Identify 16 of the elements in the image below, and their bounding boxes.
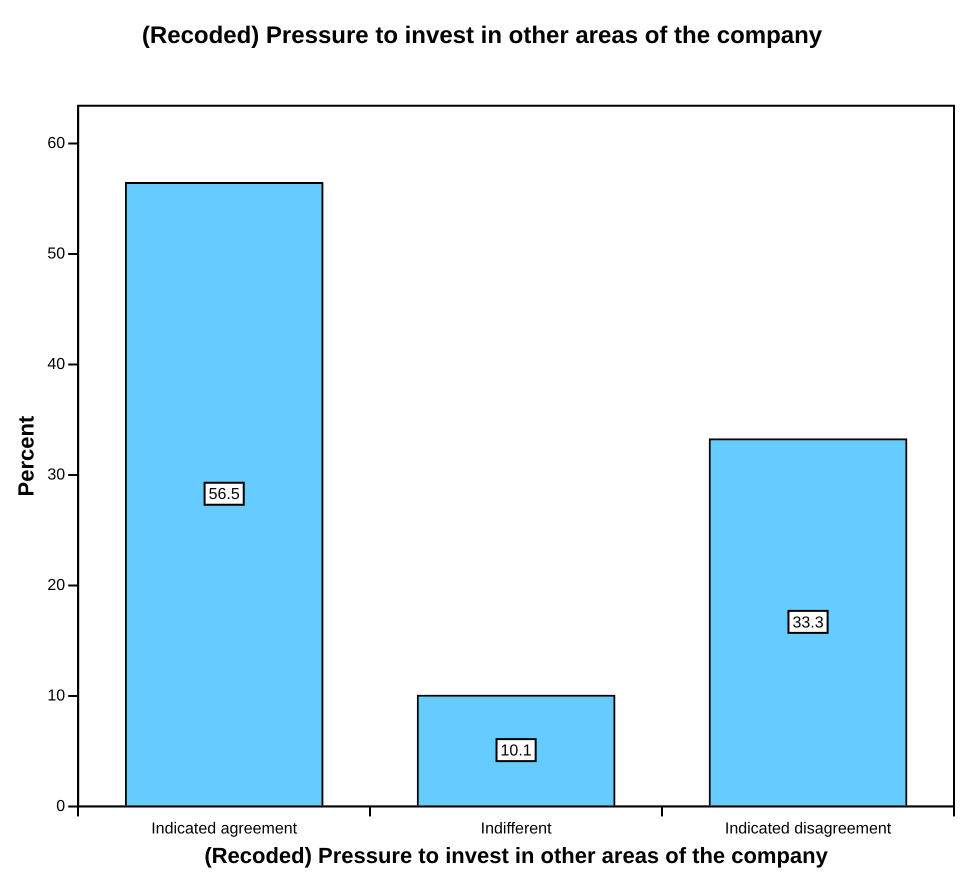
data-label: 33.3 (792, 614, 824, 632)
data-label: 56.5 (208, 486, 240, 504)
y-tick-label: 20 (47, 576, 66, 594)
data-label: 10.1 (500, 742, 532, 760)
y-tick-label: 40 (47, 356, 66, 373)
x-tick-label: Indifferent (480, 820, 552, 838)
x-axis-title: (Recoded) Pressure to invest in other areas of the company (204, 842, 829, 868)
y-tick-label: 10 (47, 687, 66, 704)
x-tick-label: Indicated disagreement (724, 820, 892, 838)
x-tick-label: Indicated agreement (151, 820, 298, 838)
y-tick-label: 0 (56, 798, 66, 815)
y-tick-label: 60 (47, 134, 66, 152)
y-axis-title: Percent (13, 415, 38, 496)
chart-title: (Recoded) Pressure to invest in other areas of the company (142, 22, 823, 50)
y-tick-label: 30 (47, 466, 66, 484)
y-tick-label: 50 (47, 245, 66, 262)
